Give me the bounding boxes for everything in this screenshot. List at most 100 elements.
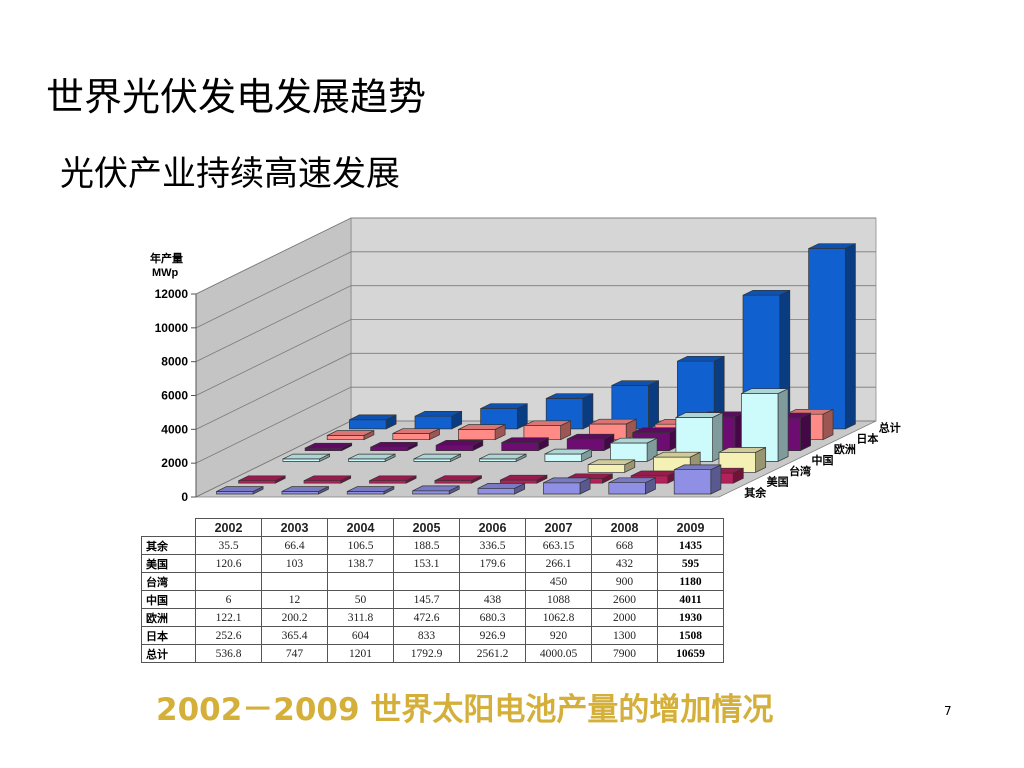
bar-其余-2003 [281,486,329,495]
bar-中国-2007 [610,437,658,462]
bar-日本-2005 [523,420,572,441]
table-cell: 122.1 [195,608,262,627]
bar-top [501,437,549,443]
bar-top [281,486,329,492]
table-cell: 12 [261,590,328,609]
page-number: 7 [944,704,952,718]
bar-front [435,444,474,451]
bar-top [435,440,483,446]
bar-top [412,485,460,492]
gridline [195,352,876,430]
bar-总计-2007 [677,355,725,430]
data-table: 2002 2003 2004 2005 2006 2007 2008 2009 其余 35.5 66… [141,518,724,663]
bar-top [370,441,418,448]
bar-总计-2006 [611,380,659,430]
table-cell: 1300 [591,626,658,645]
bar-front [282,458,320,462]
row-label: 美国 [141,554,196,573]
gridline [195,319,876,396]
bar-其余-2007 [543,477,591,495]
bar-top [742,289,790,296]
bar-其余-2002 [216,486,264,495]
bar-中国-2004 [413,453,461,462]
bar-中国-2002 [282,453,330,462]
bar-top [479,453,527,460]
bar-front [501,442,539,451]
bar-front [587,464,626,473]
bar-top [303,475,351,482]
table-cell: 145.7 [393,590,460,609]
bar-总计-2009 [808,243,856,430]
bar-top [653,451,701,458]
bar-front [499,479,538,484]
table-cell: 50 [327,590,394,609]
y-tick-label: 2000 [161,456,188,470]
y-tick-label: 6000 [161,389,188,403]
bar-top [611,380,659,386]
table-cell: 103 [261,554,328,573]
bar-front [238,480,276,484]
table-row: 总计 536.8 747 1201 1792.9 2561.2 4000.05 7900 106… [141,644,724,663]
bar-top [369,475,417,482]
table-cell [261,572,328,591]
bar-总计-2002 [349,414,397,430]
bar-top [677,355,725,362]
y-tick-label: 10000 [155,321,189,335]
table-cell: 680.3 [459,608,526,627]
bar-top [392,428,440,434]
bar-其余-2005 [412,485,460,495]
table-row: 台湾 450 900 1180 [141,572,724,591]
bar-top [674,464,722,471]
row-label: 日本 [141,626,196,645]
series-label: 中国 [812,453,834,467]
bar-其余-2008 [608,477,656,495]
bar-front [458,429,496,441]
bar-top [543,477,591,484]
table-cell: 311.8 [327,608,394,627]
table-cell [195,572,262,591]
table-cell: 1435 [657,536,724,555]
table-cell: 200.2 [261,608,328,627]
bar-中国-2003 [348,453,396,462]
bar-欧洲-2002 [304,442,353,452]
category-label: 2007 [525,518,592,537]
table-cell: 1508 [657,626,724,645]
series-label: 日本 [856,431,878,445]
bar-front [808,248,846,430]
table-cell: 7900 [591,644,658,663]
y-tick-label: 0 [181,490,188,504]
bar-top [675,412,723,418]
table-cell: 66.4 [261,536,328,555]
table-row: 日本 252.6 365.4 604 833 926.9 920 1300 1508 [141,626,724,645]
table-cell: 595 [657,554,724,573]
bar-front [544,453,582,462]
bar-front [281,491,319,495]
bar-top [741,388,789,394]
bar-中国-2006 [544,448,592,462]
category-label: 2009 [657,518,724,537]
bar-side [648,380,659,430]
row-label: 总计 [141,644,196,663]
bar-美国-2004 [369,475,417,484]
bar-其余-2006 [477,482,526,495]
category-label: 2003 [261,518,328,537]
bar-欧洲-2006 [566,433,615,452]
y-tick-label: 12000 [155,287,189,301]
table-cell: 604 [327,626,394,645]
bar-其余-2009 [673,464,722,495]
bar-美国-2003 [303,475,352,484]
table-cell: 153.1 [393,554,460,573]
table-cell: 6 [195,590,262,609]
bar-欧洲-2005 [501,437,549,452]
bar-front [434,480,472,484]
bar-台湾-2008 [653,451,701,473]
table-cell: 35.5 [195,536,262,555]
series-label: 美国 [767,475,789,489]
table-header-row: 2002 2003 2004 2005 2006 2007 2008 2009 [142,518,724,537]
chart-caption: 2002－2009 世界太阳电池产量的增加情况 [156,692,774,728]
table-cell: 926.9 [459,626,526,645]
bar-top [458,424,506,430]
table-cell: 252.6 [195,626,262,645]
bar-front [477,487,515,495]
